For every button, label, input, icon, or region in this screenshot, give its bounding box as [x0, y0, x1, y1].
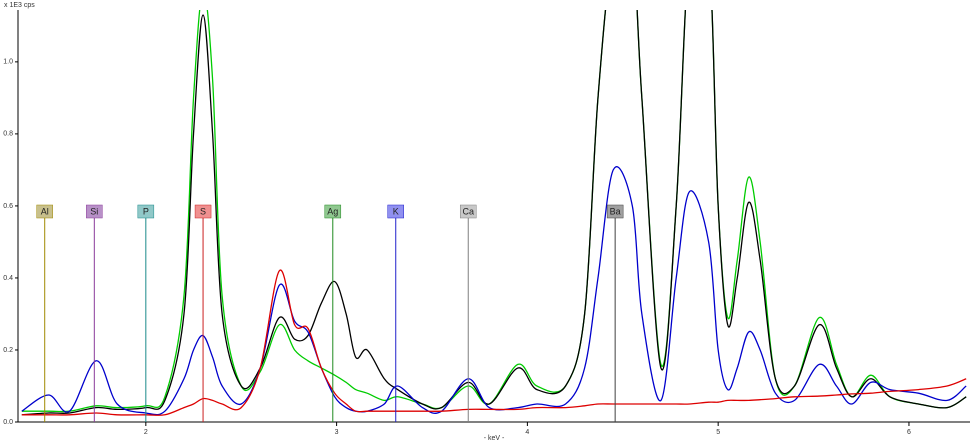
x-tick-label: 3 [335, 429, 339, 436]
x-axis-label: - keV - [484, 435, 505, 442]
element-label: P [143, 206, 149, 216]
element-box [137, 204, 155, 219]
y-tick-label: 0.6 [3, 203, 13, 210]
element-label: S [200, 206, 206, 216]
element-box [194, 204, 212, 219]
element-box [459, 204, 477, 219]
x-tick-label: 5 [716, 429, 720, 436]
element-label: Ca [462, 206, 474, 216]
spectrum-line [21, 166, 967, 416]
spectrum-line [21, 10, 967, 416]
element-label: Ag [327, 206, 338, 216]
x-tick-label: 6 [907, 429, 911, 436]
y-tick-label: 0.2 [3, 347, 13, 354]
spectrum-line [21, 269, 967, 416]
element-label: Al [41, 206, 49, 216]
element-box [86, 204, 103, 219]
element-box [324, 204, 342, 219]
element-box [36, 204, 53, 219]
y-tick-label: 0.8 [3, 131, 13, 138]
y-tick-label: 1.0 [3, 59, 13, 66]
element-label: Si [90, 206, 98, 216]
element-box [606, 204, 624, 219]
spectrum-line [21, 10, 967, 413]
y-tick-label: 0.4 [3, 275, 13, 282]
x-tick-label: 4 [525, 429, 529, 436]
y-axis-label: x 1E3 cps [4, 2, 35, 9]
element-label: K [393, 206, 399, 216]
y-tick-label: 0.0 [3, 419, 13, 426]
plot-area [21, 10, 967, 416]
element-label: Ba [610, 206, 621, 216]
x-tick-label: 2 [144, 429, 148, 436]
element-box [387, 204, 404, 219]
